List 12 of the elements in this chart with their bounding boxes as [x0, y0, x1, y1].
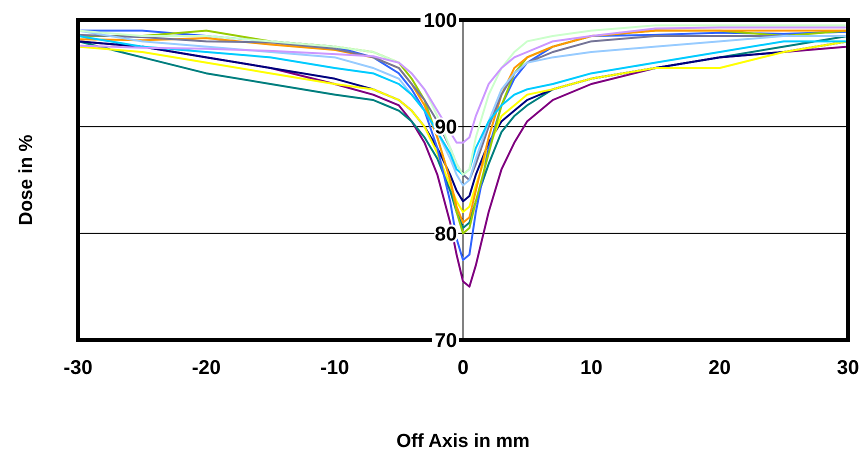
- x-tick-label: -20: [192, 357, 221, 379]
- line-series: [77, 26, 849, 144]
- y-tick-label: 70: [434, 330, 457, 352]
- x-tick-label: -10: [320, 357, 350, 379]
- x-tick-label: -30: [64, 357, 92, 379]
- y-axis-title: Dose in %: [16, 134, 37, 226]
- x-tick-label: 10: [580, 357, 602, 379]
- x-axis-title: Off Axis in mm: [396, 431, 530, 452]
- x-tick-label: 20: [708, 357, 731, 379]
- x-tick-label: 0: [457, 357, 469, 379]
- x-tick-label: 30: [836, 357, 860, 379]
- y-tick-label: 100: [424, 10, 457, 32]
